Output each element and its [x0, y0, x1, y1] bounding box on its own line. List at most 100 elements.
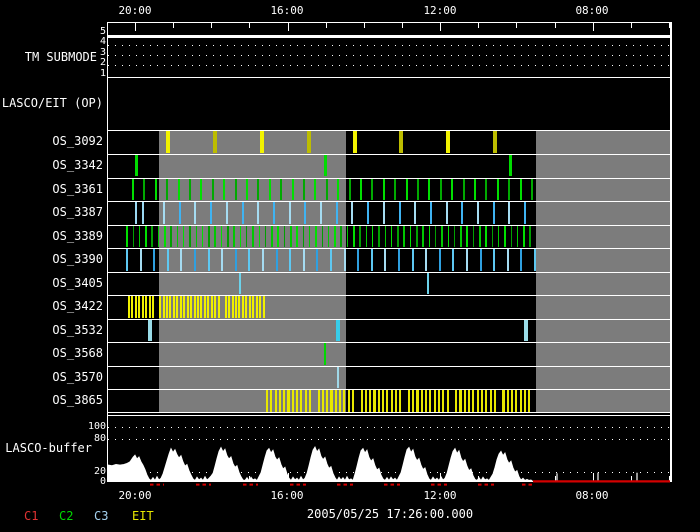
event-mark — [446, 202, 448, 224]
event-mark — [131, 296, 133, 318]
event-mark — [412, 249, 414, 271]
event-mark — [287, 390, 289, 412]
top-axis-tick — [364, 23, 365, 28]
event-mark — [126, 249, 128, 271]
panel-border — [107, 22, 672, 23]
timeline-row — [108, 367, 671, 389]
bottom-axis-tick — [593, 473, 594, 481]
event-mark — [214, 226, 216, 248]
event-mark — [406, 179, 408, 201]
event-mark — [303, 179, 305, 201]
event-mark — [466, 249, 468, 271]
event-mark — [369, 390, 371, 412]
event-mark — [148, 320, 152, 342]
event-mark — [252, 226, 254, 248]
event-mark — [461, 202, 463, 224]
event-mark — [320, 202, 322, 224]
event-mark — [138, 296, 140, 318]
timeline-row-label: OS_3389 — [52, 229, 103, 243]
timeline-row — [108, 343, 671, 365]
event-mark — [417, 179, 419, 201]
event-mark — [485, 390, 487, 412]
timeline-row-label: OS_3405 — [52, 276, 103, 290]
event-mark — [326, 390, 328, 412]
event-mark — [289, 249, 291, 271]
tm-submode-dotted-level — [108, 45, 671, 46]
event-mark — [520, 390, 522, 412]
event-mark — [477, 390, 479, 412]
event-mark — [277, 226, 279, 248]
event-mark — [383, 202, 385, 224]
event-mark — [508, 202, 510, 224]
event-mark — [316, 249, 318, 271]
event-mark — [493, 131, 497, 153]
event-mark — [158, 226, 160, 248]
event-mark — [200, 296, 202, 318]
event-mark — [403, 226, 405, 248]
event-mark — [324, 155, 327, 177]
event-mark — [511, 390, 513, 412]
event-mark — [454, 226, 456, 248]
event-mark — [309, 390, 311, 412]
event-mark — [221, 249, 223, 271]
event-mark — [304, 202, 306, 224]
event-mark — [473, 226, 475, 248]
event-mark — [322, 390, 324, 412]
event-mark — [262, 249, 264, 271]
event-mark — [523, 226, 525, 248]
panel-border — [107, 415, 672, 416]
tm-submode-dotted-level — [108, 55, 671, 56]
event-mark — [373, 390, 375, 412]
top-axis-tick — [135, 23, 136, 31]
event-mark — [335, 390, 337, 412]
event-mark — [524, 390, 526, 412]
event-mark — [280, 179, 282, 201]
event-mark — [180, 296, 182, 318]
event-mark — [164, 226, 166, 248]
tm-submode-level-label: 4 — [86, 37, 106, 47]
event-mark — [283, 390, 285, 412]
event-mark — [439, 249, 441, 271]
event-mark — [189, 179, 191, 201]
timeline-row — [108, 249, 671, 271]
event-mark — [155, 179, 157, 201]
bottom-axis-tick — [516, 476, 517, 481]
event-mark — [498, 226, 500, 248]
event-mark — [223, 179, 225, 201]
top-axis-tick — [440, 23, 441, 31]
top-axis-tick — [402, 23, 403, 28]
event-mark — [314, 179, 316, 201]
event-mark — [348, 390, 350, 412]
timeline-row-label: OS_3570 — [52, 370, 103, 384]
event-mark — [378, 226, 380, 248]
event-mark — [480, 249, 482, 271]
event-mark — [352, 390, 354, 412]
timeline-row-label: OS_3532 — [52, 323, 103, 337]
timeline-row-label: OS_3361 — [52, 182, 103, 196]
event-mark — [196, 226, 198, 248]
event-mark — [485, 179, 487, 201]
event-mark — [292, 390, 294, 412]
event-mark — [239, 273, 241, 295]
event-mark — [252, 296, 254, 318]
event-mark — [353, 131, 357, 153]
event-mark — [347, 226, 349, 248]
event-mark — [430, 202, 432, 224]
event-mark — [438, 390, 440, 412]
event-mark — [183, 296, 185, 318]
event-mark — [213, 131, 217, 153]
event-mark — [169, 296, 171, 318]
event-mark — [391, 390, 393, 412]
timeline-row — [108, 390, 671, 412]
bottom-axis-tick — [402, 476, 403, 481]
event-mark — [451, 179, 453, 201]
event-mark — [337, 367, 339, 389]
event-mark — [422, 226, 424, 248]
event-mark — [372, 226, 374, 248]
event-mark — [176, 296, 178, 318]
event-mark — [497, 179, 499, 201]
event-mark — [399, 202, 401, 224]
event-mark — [359, 226, 361, 248]
event-mark — [493, 202, 495, 224]
event-mark — [447, 390, 449, 412]
